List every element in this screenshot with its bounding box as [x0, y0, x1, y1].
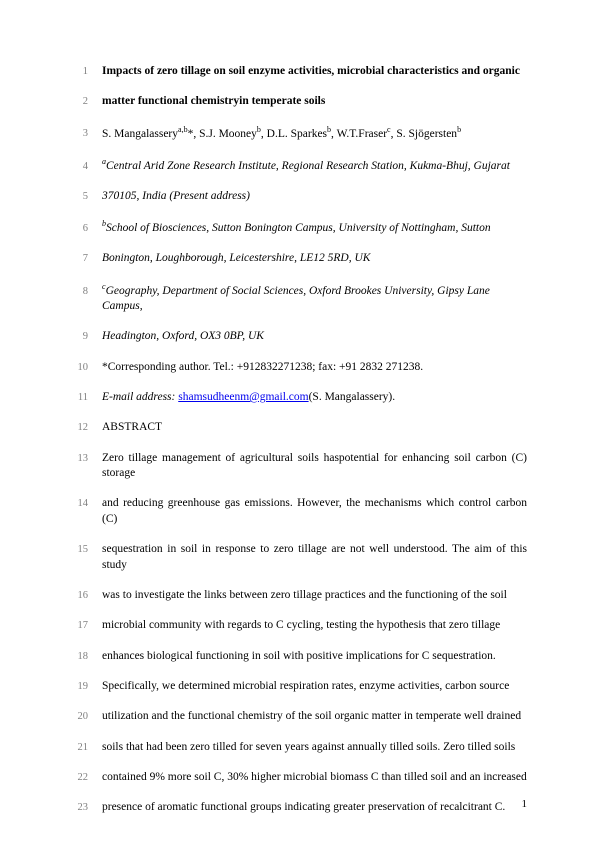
abstract-text: soils that had been zero tilled for seve…	[102, 740, 527, 756]
abstract-body-line: 20 utilization and the functional chemis…	[68, 709, 527, 725]
author-name: , S.J. Mooney	[193, 127, 257, 139]
lineno: 16	[68, 590, 88, 601]
lineno: 5	[68, 191, 88, 202]
affil-sup: b	[457, 125, 461, 134]
abstract-body-line: 13 Zero tillage management of agricultur…	[68, 451, 527, 482]
title-line-1: 1 Impacts of zero tillage on soil enzyme…	[68, 64, 527, 80]
affiliation-text: 370105, India (Present address)	[102, 189, 527, 205]
abstract-text: microbial community with regards to C cy…	[102, 618, 527, 634]
abstract-body-line: 14 and reducing greenhouse gas emissions…	[68, 496, 527, 527]
email-line: 11 E-mail address: shamsudheenm@gmail.co…	[68, 390, 527, 406]
affiliation-line: 8 cGeography, Department of Social Scien…	[68, 282, 527, 315]
affiliation-text: aCentral Arid Zone Research Institute, R…	[102, 157, 527, 174]
abstract-text: contained 9% more soil C, 30% higher mic…	[102, 770, 527, 786]
lineno: 20	[68, 711, 88, 722]
affiliation-text: bSchool of Biosciences, Sutton Bonington…	[102, 219, 527, 236]
abstract-text: utilization and the functional chemistry…	[102, 709, 527, 725]
lineno: 2	[68, 96, 88, 107]
lineno: 4	[68, 161, 88, 172]
authors-line: 3 S. Mangalasserya,b*, S.J. Mooneyb, D.L…	[68, 125, 527, 142]
affiliation-line: 4 aCentral Arid Zone Research Institute,…	[68, 157, 527, 174]
abstract-text: sequestration in soil in response to zer…	[102, 542, 527, 573]
abstract-text: Zero tillage management of agricultural …	[102, 451, 527, 482]
lineno: 8	[68, 286, 88, 297]
abstract-text: was to investigate the links between zer…	[102, 588, 527, 604]
affiliation-line: 7 Bonington, Loughborough, Leicestershir…	[68, 251, 527, 267]
lineno: 3	[68, 128, 88, 139]
lineno: 23	[68, 802, 88, 813]
lineno: 1	[68, 66, 88, 77]
lineno: 7	[68, 253, 88, 264]
affil-body: School of Biosciences, Sutton Bonington …	[106, 222, 491, 234]
abstract-body-line: 16 was to investigate the links between …	[68, 588, 527, 604]
abstract-text: presence of aromatic functional groups i…	[102, 800, 527, 816]
abstract-body-line: 22 contained 9% more soil C, 30% higher …	[68, 770, 527, 786]
email-text: E-mail address: shamsudheenm@gmail.com(S…	[102, 390, 527, 406]
abstract-heading: ABSTRACT	[102, 420, 527, 436]
affiliation-text: Headington, Oxford, OX3 0BP, UK	[102, 329, 527, 345]
affiliation-line: 5 370105, India (Present address)	[68, 189, 527, 205]
lineno: 15	[68, 544, 88, 555]
affiliation-text: Bonington, Loughborough, Leicestershire,…	[102, 251, 527, 267]
lineno: 14	[68, 498, 88, 509]
title-text: Impacts of zero tillage on soil enzyme a…	[102, 64, 527, 80]
author-name: , W.T.Fraser	[331, 127, 387, 139]
title-text: matter functional chemistryin temperate …	[102, 94, 527, 110]
title-line-2: 2 matter functional chemistryin temperat…	[68, 94, 527, 110]
affil-body: Geography, Department of Social Sciences…	[102, 285, 490, 313]
author-name: , S. Sjögersten	[391, 127, 457, 139]
lineno: 10	[68, 362, 88, 373]
affil-body: Central Arid Zone Research Institute, Re…	[106, 160, 510, 172]
lineno: 6	[68, 223, 88, 234]
affiliation-line: 9 Headington, Oxford, OX3 0BP, UK	[68, 329, 527, 345]
email-link[interactable]: shamsudheenm@gmail.com	[178, 391, 308, 403]
abstract-text: enhances biological functioning in soil …	[102, 649, 527, 665]
abstract-text: Specifically, we determined microbial re…	[102, 679, 527, 695]
affiliation-line: 6 bSchool of Biosciences, Sutton Boningt…	[68, 219, 527, 236]
lineno: 18	[68, 651, 88, 662]
abstract-text: and reducing greenhouse gas emissions. H…	[102, 496, 527, 527]
authors-text: S. Mangalasserya,b*, S.J. Mooneyb, D.L. …	[102, 125, 527, 142]
abstract-heading-line: 12 ABSTRACT	[68, 420, 527, 436]
lineno: 19	[68, 681, 88, 692]
abstract-body-line: 21 soils that had been zero tilled for s…	[68, 740, 527, 756]
corresponding-line: 10 *Corresponding author. Tel.: +9128322…	[68, 360, 527, 376]
email-suffix: (S. Mangalassery).	[309, 391, 396, 403]
affil-sup: a,b	[178, 125, 188, 134]
affiliation-text: cGeography, Department of Social Science…	[102, 282, 527, 315]
lineno: 12	[68, 422, 88, 433]
abstract-body-line: 19 Specifically, we determined microbial…	[68, 679, 527, 695]
lineno: 21	[68, 742, 88, 753]
lineno: 22	[68, 772, 88, 783]
email-label: E-mail address:	[102, 391, 178, 403]
author-name: , D.L. Sparkes	[261, 127, 327, 139]
abstract-body-line: 23 presence of aromatic functional group…	[68, 800, 527, 816]
corresponding-text: *Corresponding author. Tel.: +9128322712…	[102, 360, 527, 376]
lineno: 11	[68, 392, 88, 403]
abstract-body-line: 15 sequestration in soil in response to …	[68, 542, 527, 573]
abstract-body-line: 17 microbial community with regards to C…	[68, 618, 527, 634]
abstract-body-line: 18 enhances biological functioning in so…	[68, 649, 527, 665]
author-name: S. Mangalassery	[102, 127, 178, 139]
page-number: 1	[522, 798, 528, 810]
lineno: 17	[68, 620, 88, 631]
lineno: 13	[68, 453, 88, 464]
lineno: 9	[68, 331, 88, 342]
